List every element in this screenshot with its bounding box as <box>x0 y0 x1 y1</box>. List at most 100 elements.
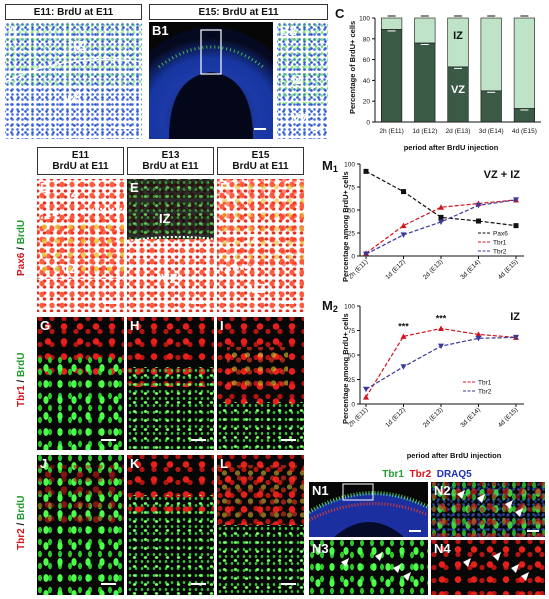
m2-plot-xtick-label: 3d (E14) <box>459 406 482 429</box>
m1-plot-ytick-label: 75 <box>348 185 356 192</box>
chart-c-xtick-label: 4d (E15) <box>512 128 537 135</box>
arrowhead-icons <box>457 490 523 517</box>
m1-plot-line-tbr1 <box>365 199 517 254</box>
m1-plot-legend-label: Tbr1 <box>493 240 507 247</box>
header-col-e: E13 BrdU at E11 <box>127 147 214 175</box>
m2-plot-point <box>363 394 369 400</box>
chart-c-xtick-label: 1d (E12) <box>412 128 437 135</box>
row-label-tbr1: Tbr1 / BrdU <box>16 352 27 407</box>
m1-plot-point <box>438 204 444 210</box>
m1-plot-point <box>513 223 519 229</box>
chart-c-bar-iz <box>447 17 469 68</box>
chart-c-ylabel: Percentage of BrdU+ cells <box>348 21 357 114</box>
panel-n1: N1 <box>309 482 428 537</box>
m1-plot-ytick-label: 25 <box>348 231 356 238</box>
m2-plot-point <box>475 331 482 337</box>
header-col-f: E15 BrdU at E11 <box>217 147 304 175</box>
zone-vz: VZ <box>63 89 80 104</box>
panel-letter-m1: M1 <box>322 158 338 174</box>
chart-c-bar-vz <box>381 29 403 123</box>
m2-plot-legend-label: Tbr2 <box>478 389 492 396</box>
chart-m2-title: IZ <box>510 311 520 323</box>
panel-f: F IZ VZ <box>217 179 304 312</box>
m1-plot-point <box>438 219 444 225</box>
m1-plot-point <box>476 218 481 224</box>
chart-c-ytick-label: 40 <box>363 78 371 85</box>
chart-c-ytick-label: 60 <box>363 57 371 64</box>
chart-c-ytick-label: 100 <box>359 16 370 23</box>
panel-letter: N2 <box>434 483 451 498</box>
chart-c-bar-vz <box>513 108 535 123</box>
header-col-d: E11 BrdU at E11 <box>37 147 124 175</box>
header-n: Tbr1 Tbr2 DRAQ5 <box>309 467 545 481</box>
m1-plot-ytick-label: 0 <box>351 254 355 261</box>
panel-letter: F <box>220 180 228 195</box>
scale-bar <box>311 128 321 130</box>
panel-n3: N3 <box>309 540 428 595</box>
panel-g: G <box>37 317 124 450</box>
m1-plot-line-pax6 <box>365 170 517 227</box>
row-label-tbr2: Tbr2 / BrdU <box>16 495 27 550</box>
chart-c-xtick-label: 2d (E13) <box>446 128 471 135</box>
chart-c-bar-iz <box>414 17 436 44</box>
panel-b2: B2 IZ VZ <box>277 22 328 139</box>
chart-c-ytick-label: 80 <box>363 36 371 43</box>
zone-iz: IZ <box>67 185 79 200</box>
panel-n4: N4 <box>431 540 545 595</box>
m2-plot-point <box>400 364 407 370</box>
m1-plot-point <box>438 214 444 220</box>
scale-bar <box>191 583 206 585</box>
m1-plot-point <box>363 251 369 258</box>
arrowhead-icons <box>341 552 411 581</box>
panel-letter-m2: M2 <box>322 298 338 314</box>
chart-c-xtick-label: 3d (E14) <box>479 128 504 135</box>
zone-vz: VZ <box>61 261 78 276</box>
chart-c-xlabel: period after BrdU injection <box>404 143 499 152</box>
m2-plot-xtick-label: 2h (E11) <box>347 406 369 428</box>
panel-letter: N4 <box>434 541 451 556</box>
scale-bar <box>254 128 266 130</box>
scale-bar <box>101 439 116 441</box>
m2-plot-point <box>438 325 444 332</box>
m2-plot-point <box>400 333 407 339</box>
chart-m2-ylabel: Percentage among BrdU+ cells <box>341 313 350 424</box>
panel-letter: H <box>130 318 140 333</box>
m1-plot-point <box>401 189 406 195</box>
chart-c-bar-vz <box>480 90 502 123</box>
m2-plot-point <box>513 334 519 341</box>
chart-c-bar-iz <box>513 17 535 109</box>
panel-a: A IZ VZ <box>5 22 142 139</box>
m2-plot-ytick-label: 75 <box>348 328 356 335</box>
panel-n2: N2 <box>431 482 545 537</box>
scale-bar <box>101 583 116 585</box>
chart-c-bar-iz <box>480 17 502 92</box>
m2-plot-line-tbr1 <box>365 327 517 398</box>
chart-m2-xlabel: period after BrdU injection <box>407 451 502 460</box>
panel-letter: G <box>40 318 51 333</box>
zone-vz: VZ <box>161 271 178 286</box>
scale-bar <box>281 439 296 441</box>
arrowhead-icons <box>463 552 529 581</box>
panel-letter: B2 <box>280 23 297 38</box>
zone-iz: IZ <box>159 211 171 226</box>
chart-c-xtick-label: 2h (E11) <box>379 128 403 135</box>
panel-letter: K <box>130 456 140 471</box>
chart-c-plot: 0 20 40 60 80 100 2h (E11) 1d (E12) 2d (E13) 3d (… <box>359 15 541 135</box>
panel-l: L <box>217 455 304 595</box>
m1-plot-ytick-label: 100 <box>344 162 355 169</box>
chart-c-series-label-vz: VZ <box>451 84 465 96</box>
scale-bar <box>191 302 204 304</box>
m2-plot-xtick-label: 4d (E15) <box>497 406 520 429</box>
panel-letter: B1 <box>152 23 169 38</box>
panel-i: I <box>217 317 304 450</box>
chart-m2: M2 Percentage among BrdU+ cells IZ 0 25 50… <box>322 298 524 460</box>
m1-plot-xtick-label: 1d (E12) <box>384 258 407 281</box>
panel-letter: E <box>130 180 139 195</box>
panel-letter: N1 <box>312 483 329 498</box>
scale-bar <box>281 583 296 585</box>
m1-plot-point <box>513 197 519 203</box>
zone-vz: VZ <box>292 111 309 126</box>
m1-plot-point <box>363 168 369 174</box>
scale-bar <box>409 530 421 532</box>
chart-m2-plot: 0 25 50 75 100 2h (E11) 1d (E12) 2d (E13) 3d (E1… <box>344 304 524 429</box>
